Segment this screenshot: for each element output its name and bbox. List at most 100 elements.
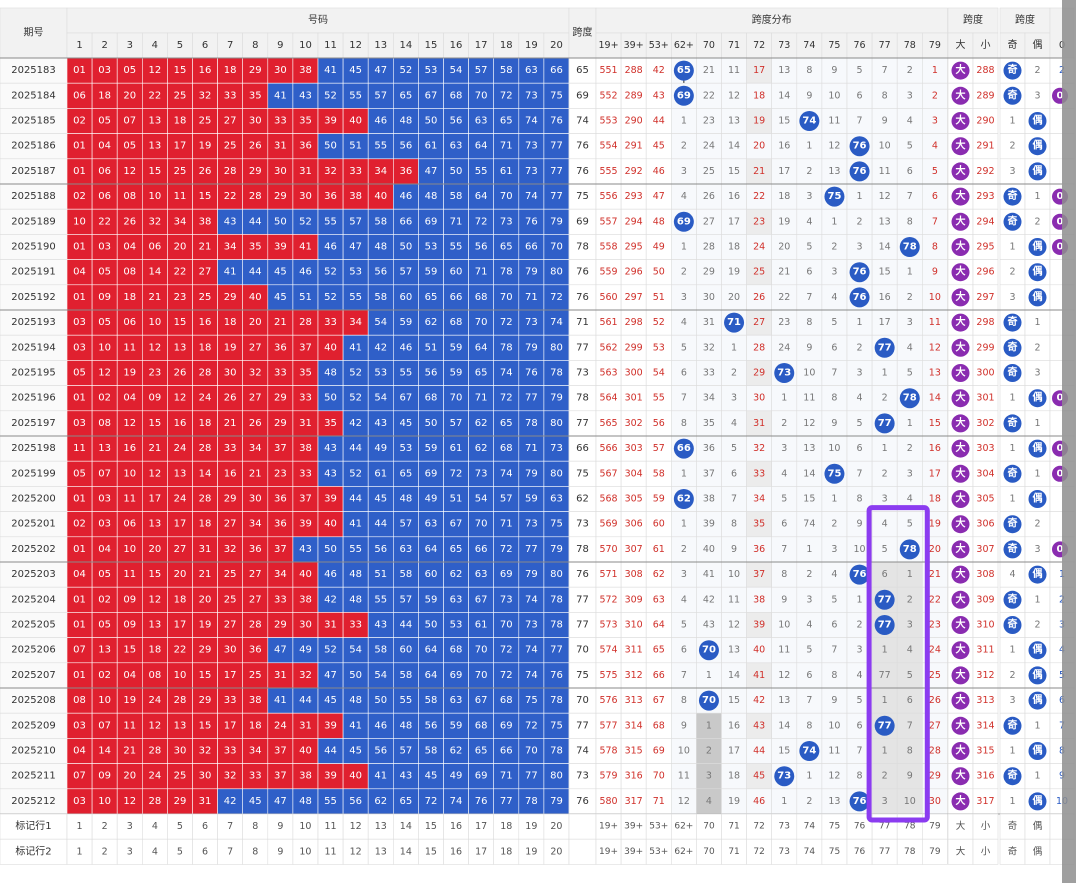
footer-number: 13 [375, 821, 387, 832]
dist-value: 14 [929, 393, 941, 404]
number-cell [418, 763, 444, 790]
dist-value: 8 [781, 569, 787, 580]
issue-cell [0, 763, 68, 790]
footer-cell [568, 813, 597, 840]
number-value: 27 [224, 620, 237, 631]
span-dist-ball-label: 76 [853, 166, 867, 177]
dist-value: 24 [778, 342, 790, 353]
number-value: 13 [148, 519, 161, 530]
footer-cell [645, 813, 672, 840]
number-col-header [267, 32, 294, 59]
dist-value: 42 [703, 594, 715, 605]
number-value: 75 [525, 695, 538, 706]
number-col-header-label: 18 [500, 40, 513, 51]
dist-cell [721, 637, 747, 664]
dist-cell [796, 183, 823, 210]
dist-cell [595, 561, 622, 588]
number-cell [66, 108, 93, 134]
span-dist-ball [849, 287, 870, 308]
size-ball-label: 大 [956, 63, 966, 76]
number-value: 16 [199, 317, 212, 328]
dist-value: 6 [806, 670, 812, 681]
number-value: 21 [224, 418, 237, 429]
number-col-header-label: 5 [177, 40, 183, 51]
dist-value: 53 [653, 342, 665, 353]
number-value: 06 [98, 191, 111, 202]
number-value: 17 [174, 620, 187, 631]
issue-label: 2025206 [11, 645, 56, 656]
number-cell [418, 788, 444, 815]
size-ball [951, 792, 970, 811]
dist-value: 6 [907, 695, 913, 706]
number-value: 72 [500, 645, 513, 656]
number-cell [468, 612, 495, 638]
dist-cell [696, 309, 722, 336]
overflow-ball-label: 0 [1057, 393, 1064, 404]
number-value: 78 [500, 267, 513, 278]
number-cell [367, 234, 394, 260]
number-cell [342, 183, 369, 210]
parity-ball [1028, 490, 1047, 508]
dist-cell [796, 385, 823, 412]
footer-cell [267, 838, 294, 865]
dist-cell [821, 687, 848, 714]
number-value: 04 [73, 267, 86, 278]
dist-value: 298 [625, 317, 643, 328]
vertical-scrollbar[interactable] [1062, 0, 1076, 883]
number-value: 56 [374, 746, 387, 757]
span-dist-ball [874, 589, 895, 610]
parity-cell [1024, 712, 1051, 739]
number-value: 45 [425, 771, 438, 782]
number-value: 32 [224, 544, 237, 555]
number-cell [367, 309, 394, 336]
footer-cell [746, 813, 772, 840]
number-cell [66, 208, 93, 235]
dist-value: 18 [929, 494, 941, 505]
parity-ball-label: 偶 [1032, 114, 1043, 127]
number-cell [242, 360, 269, 386]
number-value: 74 [550, 317, 563, 328]
number-value: 34 [374, 166, 387, 177]
number-value: 68 [450, 317, 463, 328]
dist-cell [921, 460, 948, 487]
number-value: 74 [525, 116, 538, 127]
parity-ball-label: 偶 [1032, 693, 1043, 706]
number-value: 65 [475, 368, 488, 379]
parity-count: 3 [1034, 544, 1040, 555]
number-value: 44 [349, 494, 362, 505]
number-value: 77 [525, 393, 538, 404]
dist-value: 19 [728, 796, 740, 807]
dist-cell [771, 460, 798, 487]
span-dist-ball [899, 539, 920, 560]
number-cell [342, 284, 369, 311]
dist-cell [645, 284, 672, 311]
size-ball-label: 大 [956, 265, 966, 278]
number-value: 65 [500, 116, 513, 127]
number-cell [418, 460, 444, 487]
parity-count: 1 [1009, 796, 1015, 807]
dist-col-header [846, 32, 873, 59]
number-value: 73 [525, 90, 538, 101]
dist-cell [595, 183, 622, 210]
span-dist-ball [698, 640, 719, 661]
issue-label: 2025188 [11, 191, 56, 202]
number-value: 50 [324, 544, 337, 555]
dist-cell [670, 788, 697, 815]
number-value: 42 [349, 418, 362, 429]
number-col-header [367, 32, 394, 59]
issue-cell [0, 738, 68, 764]
number-col-header-label: 16 [450, 40, 463, 51]
issue-label: 2025199 [11, 468, 56, 479]
parity-cell [999, 486, 1026, 512]
dist-cell [771, 788, 798, 815]
dist-value: 4 [681, 191, 687, 202]
parity-ball-label: 奇 [1008, 366, 1018, 379]
dist-cell [796, 360, 823, 386]
number-cell [242, 108, 269, 134]
issue-cell [0, 108, 68, 134]
dist-value: 4 [907, 645, 913, 656]
number-cell [267, 108, 294, 134]
dist-value: 7 [806, 695, 812, 706]
size-ball-label: 大 [956, 315, 966, 328]
footer-parity: 偶 [1033, 845, 1043, 857]
